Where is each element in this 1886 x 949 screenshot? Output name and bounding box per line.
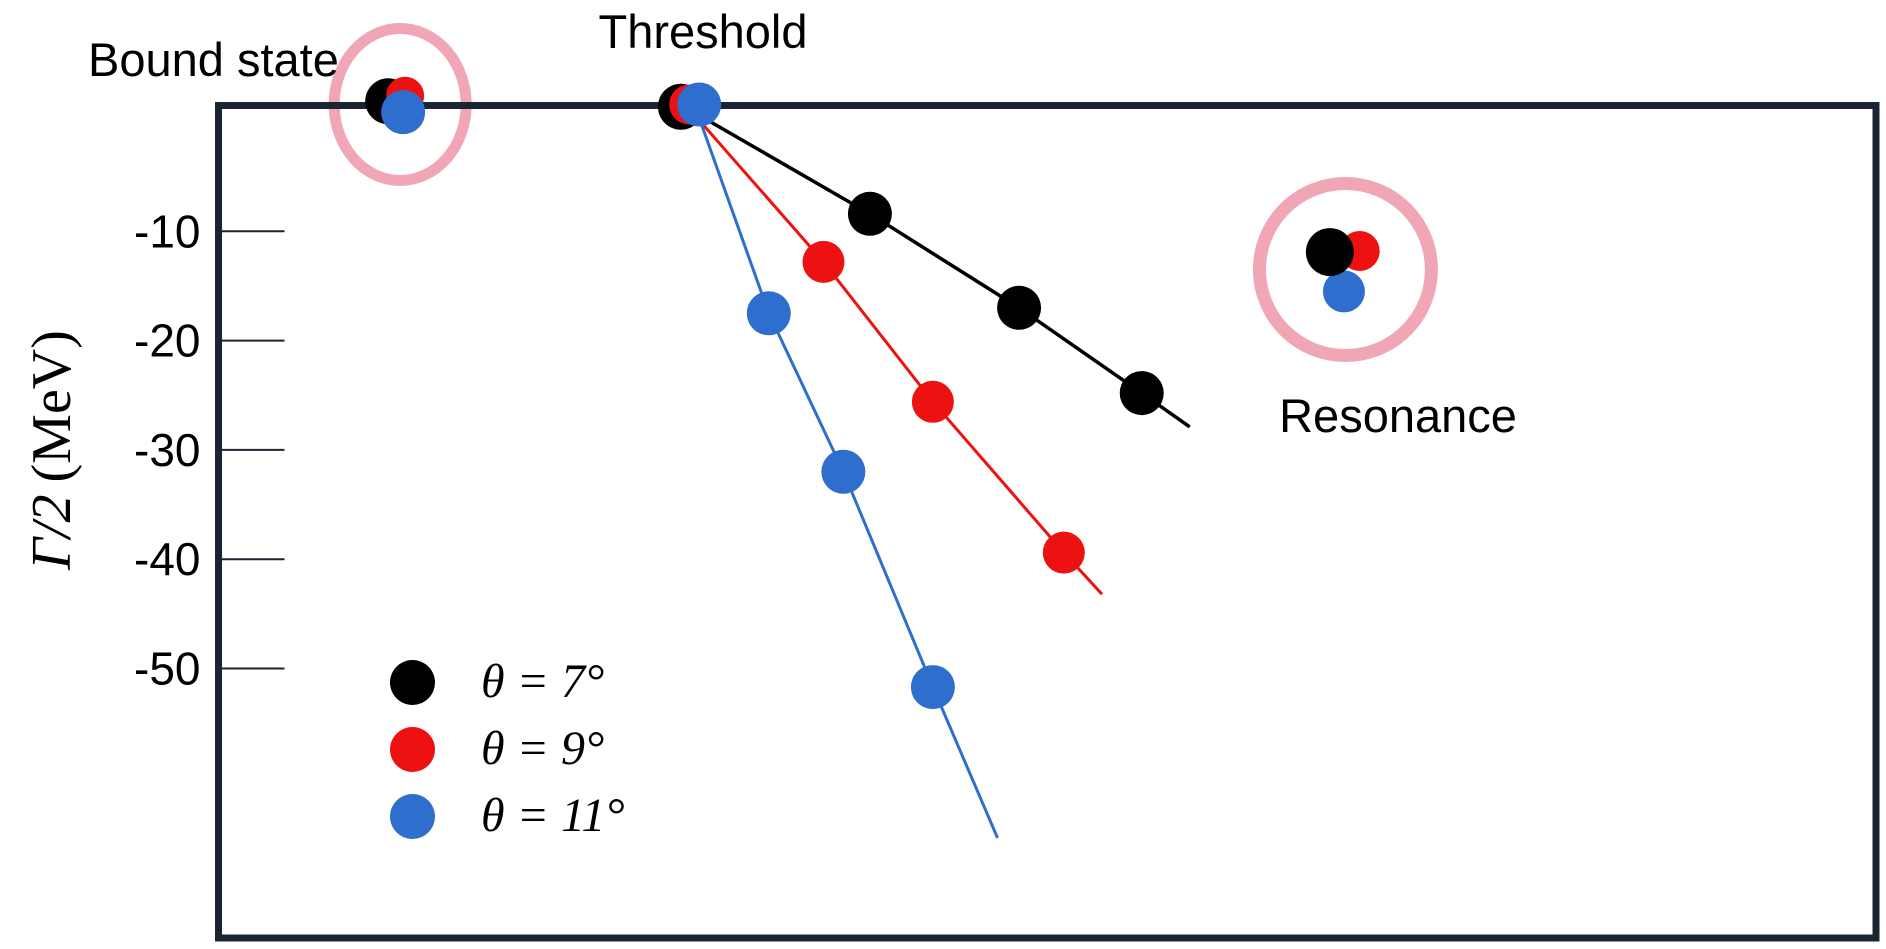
data-point bbox=[911, 380, 954, 423]
legend-item: θ = 7° bbox=[390, 655, 625, 708]
legend-item: θ = 9° bbox=[390, 722, 625, 775]
legend-marker-theta7 bbox=[390, 659, 435, 705]
bound-state-label: Bound state bbox=[88, 33, 339, 86]
legend-label-theta11: θ = 11° bbox=[481, 789, 625, 842]
y-axis-label-symbol: Γ/2 bbox=[21, 494, 83, 570]
data-point bbox=[997, 285, 1042, 330]
y-tick-label: -50 bbox=[134, 643, 200, 695]
highlight-ring bbox=[1252, 177, 1438, 363]
y-tick-label: -30 bbox=[134, 424, 200, 476]
data-point bbox=[847, 191, 892, 236]
cluster-dot bbox=[677, 82, 722, 127]
legend-marker-theta9 bbox=[390, 726, 435, 772]
plot-frame bbox=[215, 102, 1880, 942]
legend-marker-theta11 bbox=[390, 793, 435, 839]
cluster-dot bbox=[381, 90, 426, 135]
y-axis-label: Γ/2 (MeV) bbox=[20, 330, 84, 570]
cluster-dot bbox=[1305, 228, 1354, 277]
data-point bbox=[910, 665, 955, 710]
legend-label-theta7: θ = 7° bbox=[481, 655, 605, 708]
legend-label-theta9: θ = 9° bbox=[481, 722, 605, 775]
threshold-label: Threshold bbox=[598, 5, 808, 58]
series-line bbox=[688, 107, 1104, 596]
series-line bbox=[683, 105, 1191, 429]
data-point bbox=[802, 240, 845, 283]
legend: θ = 7° θ = 9° θ = 11° bbox=[390, 655, 625, 860]
cluster-dot bbox=[1322, 270, 1365, 313]
data-point bbox=[1119, 371, 1164, 416]
resonance-label: Resonance bbox=[1279, 389, 1517, 442]
data-point bbox=[1042, 531, 1085, 574]
y-tick-label: -40 bbox=[134, 533, 200, 585]
legend-item: θ = 11° bbox=[390, 789, 625, 842]
y-tick-label: -20 bbox=[134, 315, 200, 367]
y-axis-label-unit: (MeV) bbox=[21, 330, 83, 483]
y-tick-label: -10 bbox=[134, 205, 200, 257]
data-point bbox=[821, 449, 866, 494]
data-point bbox=[746, 291, 791, 336]
